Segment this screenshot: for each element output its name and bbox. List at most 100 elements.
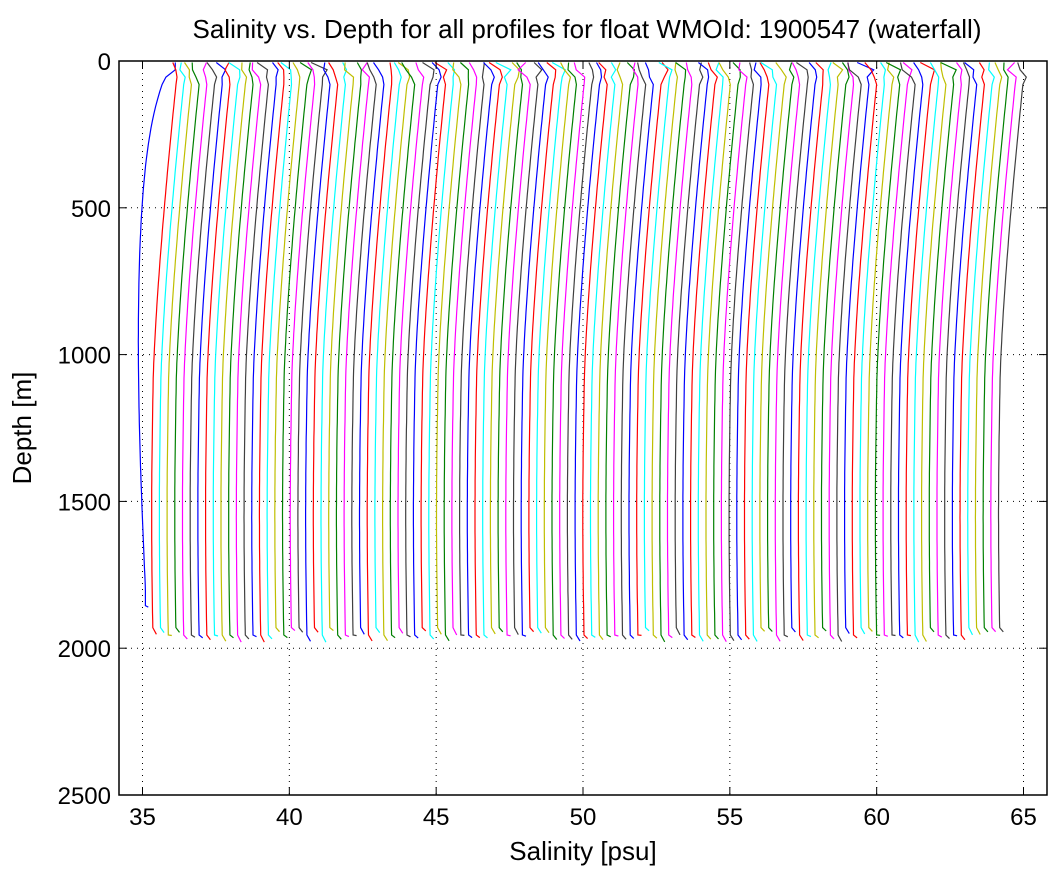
profile-line	[297, 61, 328, 633]
profile-line	[797, 62, 824, 641]
profile-line	[151, 62, 178, 635]
profile-line	[512, 62, 543, 635]
profile-line	[212, 62, 241, 637]
profile-line	[205, 62, 231, 641]
profile-line	[228, 62, 254, 639]
profile-line	[574, 62, 603, 642]
profile-line	[281, 61, 313, 639]
x-tick-label: 65	[1010, 804, 1037, 831]
profile-line	[535, 61, 567, 634]
profile-line	[905, 61, 936, 637]
y-tick-label: 0	[98, 49, 111, 76]
profile-line	[451, 62, 478, 636]
profile-line	[197, 62, 227, 639]
profile-line	[137, 62, 176, 608]
x-tick-label: 55	[716, 804, 743, 831]
profile-line	[928, 61, 957, 633]
y-axis-label: Depth [m]	[7, 372, 37, 485]
profile-line	[420, 61, 448, 632]
profile-line	[636, 62, 669, 636]
profile-line	[582, 62, 608, 640]
profile-line	[651, 62, 679, 639]
profile-line	[659, 62, 687, 643]
profile-line	[782, 62, 809, 638]
profile-line	[382, 62, 411, 642]
profile-line	[189, 62, 218, 638]
profile-line	[466, 62, 495, 639]
profile-line	[374, 62, 402, 633]
profile-line	[166, 62, 193, 637]
profile-line	[859, 62, 887, 635]
profile-line	[305, 62, 331, 642]
profile-line	[497, 62, 524, 633]
profile-line	[251, 62, 279, 638]
profile-line	[982, 62, 1009, 633]
profile-line	[174, 62, 200, 633]
x-tick-label: 60	[863, 804, 890, 831]
profile-line	[597, 62, 624, 640]
profile-line	[944, 62, 971, 640]
axis-ticks: 35 40 45 50 55 60 65 0 500 1000 1500 2000 2500	[58, 49, 1047, 831]
profile-line	[705, 62, 731, 640]
profile-line	[412, 62, 442, 639]
profile-line	[867, 62, 895, 632]
profile-line	[397, 62, 425, 634]
profile-line	[489, 62, 521, 635]
profile-line	[936, 62, 963, 638]
profile-line	[243, 62, 270, 640]
profile-line	[428, 62, 456, 640]
profile-line	[443, 62, 470, 642]
profile-lines	[137, 61, 1028, 643]
profile-line	[766, 62, 795, 632]
profile-line	[235, 62, 262, 643]
profile-line	[990, 62, 1017, 633]
profile-line	[997, 62, 1028, 633]
profile-line	[605, 62, 636, 638]
profile-line	[728, 62, 755, 642]
profile-line	[959, 62, 986, 641]
profile-line	[759, 62, 787, 632]
profile-line	[405, 61, 435, 638]
profile-line	[843, 61, 875, 634]
profile-line	[258, 62, 285, 643]
profile-line	[951, 62, 978, 637]
profile-line	[320, 62, 348, 643]
x-tick-label: 50	[570, 804, 597, 831]
profile-line	[289, 62, 316, 632]
profile-line	[528, 62, 557, 633]
profile-line	[266, 62, 293, 640]
profile-line	[358, 62, 385, 635]
profile-line	[366, 62, 393, 642]
profile-line	[743, 62, 770, 640]
profile-line	[790, 62, 818, 633]
y-tick-label: 1500	[58, 489, 111, 516]
profile-line	[836, 62, 862, 642]
x-tick-label: 35	[129, 804, 156, 831]
y-tick-label: 2000	[58, 636, 111, 663]
profile-line	[628, 62, 654, 639]
profile-line	[666, 62, 693, 639]
profile-line	[181, 62, 208, 640]
profile-line	[328, 62, 355, 632]
profile-line	[813, 62, 844, 639]
profile-line	[505, 62, 531, 637]
profile-line	[920, 62, 947, 642]
profile-line	[389, 62, 416, 639]
profile-line	[882, 62, 913, 637]
profile-line	[643, 61, 673, 632]
y-tick-label: 500	[71, 196, 111, 223]
x-tick-label: 40	[276, 804, 303, 831]
profile-line	[720, 62, 748, 642]
profile-line	[274, 62, 301, 633]
profile-line	[736, 62, 762, 641]
profile-line	[589, 62, 617, 638]
profile-line	[551, 62, 578, 640]
profile-line	[220, 62, 248, 642]
x-tick-label: 45	[423, 804, 450, 831]
profile-line	[543, 62, 572, 634]
profile-line	[851, 62, 878, 639]
profile-line	[751, 61, 778, 642]
profile-line	[805, 62, 832, 638]
